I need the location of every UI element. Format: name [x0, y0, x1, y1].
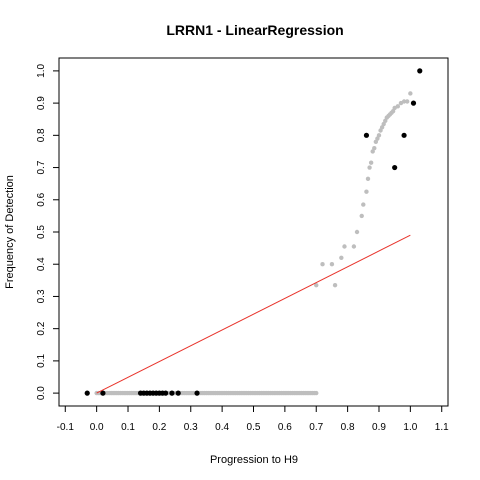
y-axis: 0.0 0.1 0.2 0.3 0.4 0.5 0.6 0.7 0.8 0.9 1.0 — [36, 64, 60, 400]
x-axis: -0.1 0.0 0.1 0.2 0.3 0.4 0.5 0.6 0.7 0.8 0.9 1.0 1.1 — [57, 405, 449, 433]
observed-point — [175, 390, 181, 396]
y-tick-label: 0.4 — [36, 257, 47, 271]
observed-point — [363, 132, 370, 138]
x-tick-label: 0.4 — [215, 422, 229, 433]
observed-point — [417, 68, 423, 74]
series-layer — [84, 68, 423, 396]
smoothed-point — [361, 202, 366, 207]
smoothed-point — [368, 160, 374, 165]
smoothed-point — [351, 244, 357, 249]
x-tick-label: 0.8 — [341, 422, 355, 433]
smoothed-point — [408, 91, 413, 96]
x-tick-label: 0.1 — [121, 422, 135, 433]
smoothed-point — [314, 282, 319, 288]
x-tick-label: 0.0 — [90, 422, 104, 433]
smoothed-point — [320, 262, 325, 267]
smoothed-point — [365, 176, 371, 182]
smoothed-point — [405, 99, 410, 104]
y-tick-label: 0.9 — [36, 96, 47, 110]
y-tick-label: 0.5 — [36, 225, 47, 239]
observed-point — [194, 390, 200, 396]
x-axis-label: Progression to H9 — [210, 454, 298, 466]
y-tick-label: 0.6 — [36, 192, 47, 206]
chart-title: LRRN1 - LinearRegression — [166, 22, 343, 38]
x-tick-label: 0.2 — [152, 422, 166, 433]
y-tick-label: 0.3 — [36, 289, 47, 303]
observed-point — [163, 390, 169, 396]
regression-line — [96, 234, 411, 394]
x-tick-label: 0.9 — [372, 422, 386, 433]
observed-point — [84, 390, 90, 396]
smoothed-point — [395, 104, 401, 109]
observed-point — [169, 390, 175, 396]
x-tick-label: 1.1 — [435, 422, 449, 433]
smoothed-point — [329, 262, 335, 267]
x-tick-label: 0.6 — [278, 422, 292, 433]
x-tick-label: 1.0 — [403, 422, 417, 433]
observed-point — [401, 132, 407, 138]
y-axis-label: Frequency of Detection — [4, 175, 16, 289]
smoothed-point — [332, 282, 338, 288]
x-tick-label: 0.7 — [309, 422, 323, 433]
smoothed-point — [339, 255, 344, 260]
observed-point — [100, 390, 106, 396]
smoothed-point — [354, 229, 360, 235]
smoothed-point — [342, 244, 347, 249]
smoothed-point — [364, 189, 369, 194]
y-tick-label: 0.8 — [36, 128, 47, 142]
plot-frame — [58, 57, 449, 407]
smoothed-point — [367, 165, 372, 170]
x-tick-label: 0.3 — [184, 422, 198, 433]
observed-point — [392, 164, 398, 171]
smoothed-point — [401, 99, 407, 104]
y-tick-label: 0.0 — [36, 386, 47, 400]
smoothed-point — [372, 146, 377, 151]
y-tick-label: 0.1 — [36, 354, 47, 368]
y-tick-label: 0.2 — [36, 321, 47, 335]
smoothed-point — [376, 133, 382, 138]
y-tick-label: 1.0 — [36, 64, 47, 78]
observed-point — [410, 100, 417, 106]
y-tick-label: 0.7 — [36, 160, 47, 174]
smoothed-point — [359, 213, 364, 219]
smoothed-point — [314, 390, 319, 396]
x-tick-label: 0.5 — [247, 422, 261, 433]
x-tick-label: -0.1 — [57, 422, 75, 433]
